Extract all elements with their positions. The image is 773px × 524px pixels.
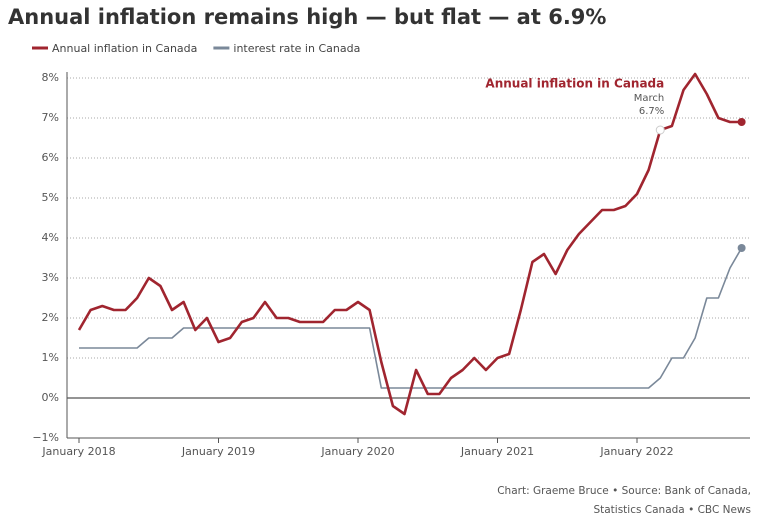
y-tick-label: 3% (42, 271, 59, 284)
annotation-title: Annual inflation in Canada (485, 77, 664, 91)
end-point (737, 244, 746, 252)
chart-title: Annual inflation remains high — but flat… (8, 5, 606, 29)
y-tick-label: 8% (42, 71, 59, 84)
y-tick-label: 0% (42, 391, 59, 404)
series-line (77, 72, 742, 416)
y-tick-label: 4% (42, 231, 59, 244)
annotation-value: 6.7% (639, 106, 664, 117)
x-tick-label: January 2022 (599, 445, 673, 458)
annotation-label: March (634, 93, 664, 104)
x-tick-label: January 2018 (41, 445, 115, 458)
legend-label: interest rate in Canada (233, 42, 360, 55)
end-point (737, 118, 746, 126)
y-tick-label: 2% (42, 311, 59, 324)
y-tick-label: 7% (42, 111, 59, 124)
source-note: Chart: Graeme Bruce • Source: Bank of Ca… (497, 485, 751, 497)
y-tick-label: 5% (42, 191, 59, 204)
y-tick-label: 6% (42, 151, 59, 164)
legend-label: Annual inflation in Canada (52, 42, 197, 55)
source-note: Statistics Canada • CBC News (593, 504, 751, 516)
x-tick-label: January 2019 (181, 445, 255, 458)
x-tick-label: January 2020 (320, 445, 394, 458)
annotation-marker (655, 125, 665, 135)
y-tick-label: −1% (32, 431, 59, 444)
x-tick-label: January 2021 (460, 445, 534, 458)
y-tick-label: 1% (42, 351, 59, 364)
